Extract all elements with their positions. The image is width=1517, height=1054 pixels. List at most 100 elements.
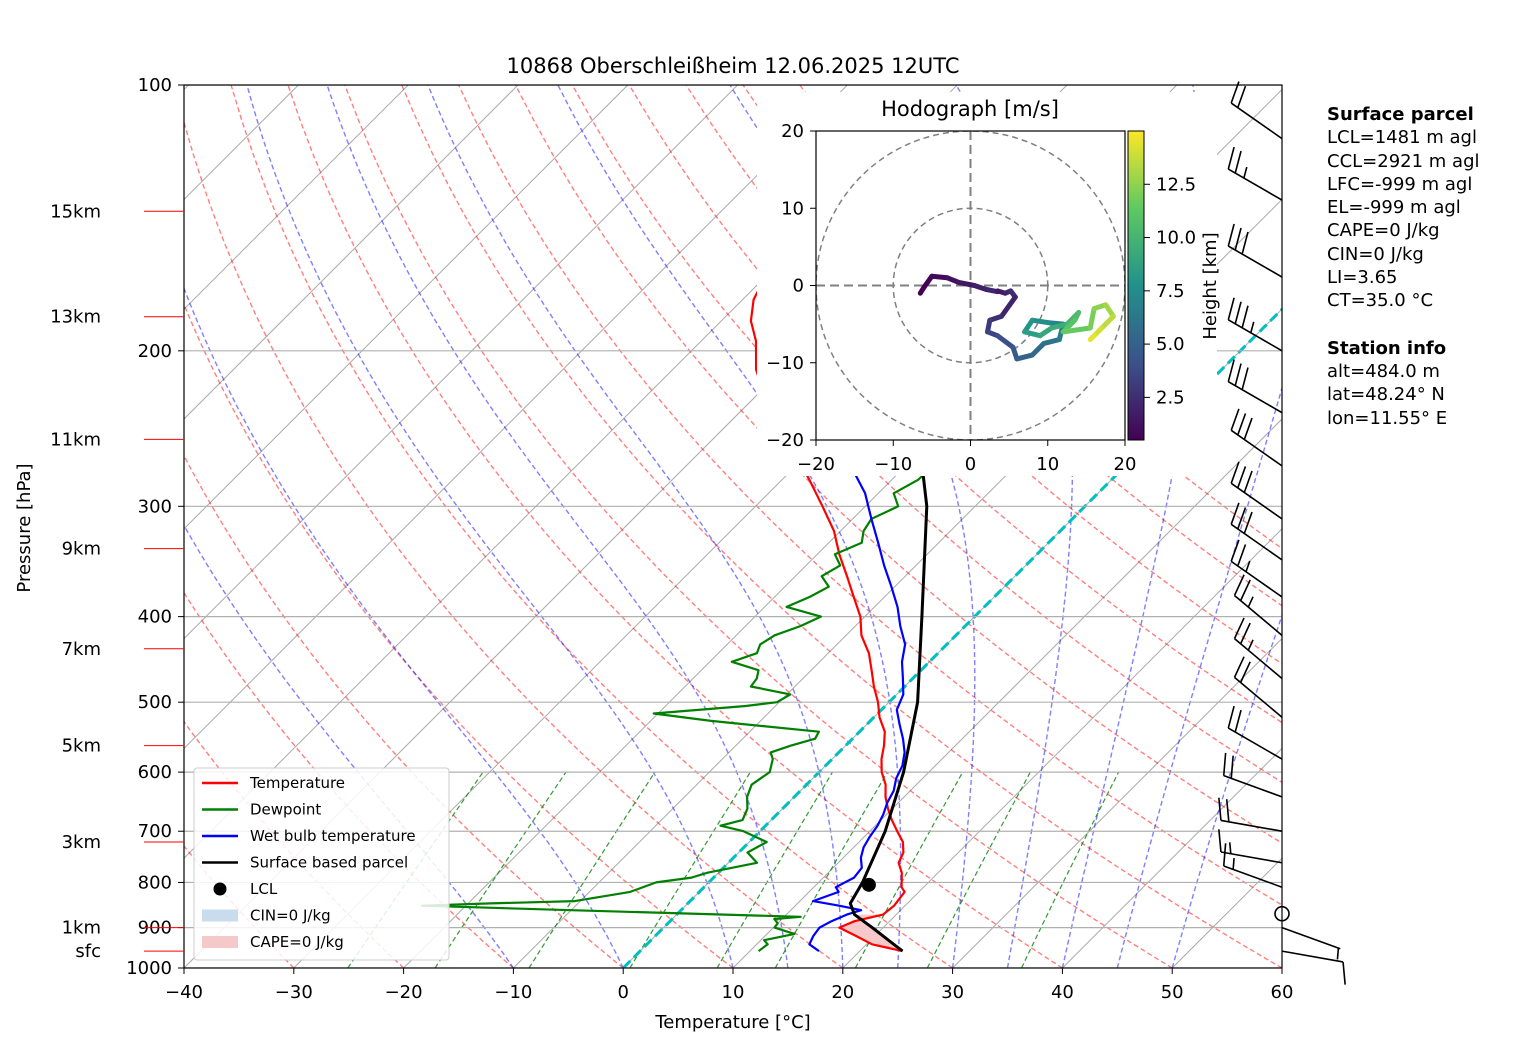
wind-barb-flag — [1225, 799, 1230, 822]
surface-parcel-heading: Surface parcel — [1327, 104, 1474, 125]
parcel-line: CCL=2921 m agl — [1327, 150, 1480, 172]
isotherm-line — [184, 85, 848, 750]
wind-barb-flag — [1237, 466, 1247, 489]
colorbar-label: Height [km] — [1200, 232, 1221, 339]
hodograph-y-tick-label: −10 — [766, 353, 804, 374]
height-label: sfc — [75, 941, 101, 962]
cape-area — [839, 914, 903, 952]
freezing-isotherm — [622, 307, 1282, 968]
wind-barb-flag — [1230, 539, 1240, 562]
hodograph-segment — [1049, 321, 1070, 331]
wind-barb-flag — [1230, 755, 1234, 779]
isotherm-line — [842, 528, 1282, 968]
wind-barb-flag — [1233, 656, 1245, 678]
wind-barb-flag — [1222, 752, 1227, 776]
wind-barb-flag — [1230, 502, 1240, 525]
x-tick-label: 20 — [831, 982, 854, 1003]
height-label: 11km — [50, 429, 101, 450]
station-info-heading: Station info — [1327, 337, 1447, 359]
wind-barb-flag — [1243, 511, 1253, 534]
wind-barb-staff — [1230, 560, 1283, 598]
hodograph-segment — [1029, 317, 1051, 326]
wind-barb-flag — [1234, 301, 1242, 325]
wind-barbs — [1218, 81, 1346, 985]
x-tick-label: 40 — [1051, 982, 1074, 1003]
x-tick-label: −40 — [165, 982, 203, 1003]
wind-barb-staff — [1227, 319, 1283, 352]
colorbar-tick-label: 7.5 — [1156, 281, 1185, 302]
cape-cin-fills — [839, 914, 903, 952]
wind-barb-flag — [1234, 363, 1242, 386]
hodograph-inset: Hodograph [m/s] −20 −10 0 10 20 −20 −10 0 10 20 2… — [757, 92, 1221, 476]
wind-barb-flag — [1227, 146, 1235, 170]
hodograph-x-tick-label: 20 — [1114, 454, 1137, 475]
height-label: 1km — [62, 918, 101, 939]
wind-barb-flag — [1233, 617, 1245, 639]
wind-barb-staff — [1233, 637, 1283, 680]
wind-barb-flag — [1230, 408, 1240, 431]
x-axis-label: Temperature [°C] — [654, 1012, 810, 1033]
hodograph-segment — [929, 273, 950, 281]
hodograph-x-tick-label: 10 — [1036, 454, 1059, 475]
wind-barb-staff — [1220, 819, 1283, 833]
wind-barb-flag — [1227, 359, 1235, 382]
wind-barb-flag — [1222, 843, 1227, 867]
wind-barb-flag — [1237, 544, 1247, 567]
legend-box — [193, 767, 450, 961]
colorbar-tick-label: 12.5 — [1156, 174, 1196, 195]
moist-adiabat — [246, 85, 734, 968]
dry-adiabat — [457, 85, 1282, 906]
wind-barb-staff — [1233, 676, 1283, 718]
wind-barb-flag — [1234, 227, 1242, 251]
x-tick-label: 60 — [1271, 982, 1294, 1003]
legend-label: CIN=0 J/kg — [250, 907, 331, 925]
wind-barb-staff — [1227, 245, 1283, 278]
height-label: 7km — [62, 639, 101, 660]
hodograph-segment — [1014, 352, 1035, 362]
wind-barb-flag — [1234, 709, 1242, 733]
hodograph-segment — [998, 294, 1018, 319]
legend-swatch — [202, 936, 238, 948]
wind-barb-flag — [1230, 461, 1240, 484]
x-tick-label: 10 — [722, 982, 745, 1003]
dry-adiabat — [230, 85, 953, 968]
dry-adiabat — [287, 85, 1063, 968]
wind-barb-flag — [1239, 622, 1251, 645]
wind-barb-staff — [1281, 950, 1344, 963]
hodograph-segment — [1087, 306, 1097, 331]
x-tick-label: 30 — [941, 982, 964, 1003]
lcl-marker — [861, 877, 876, 892]
wind-barb-staff — [1230, 523, 1283, 561]
hodograph-y-tick-label: 10 — [781, 198, 804, 219]
hodograph-x-tick-label: −20 — [797, 454, 835, 475]
dry-adiabat — [184, 454, 624, 968]
colorbar-tick-label: 2.5 — [1156, 387, 1185, 408]
wind-barb-staff — [1281, 926, 1341, 950]
station-line: lon=11.55° E — [1327, 407, 1448, 429]
dry-adiabat — [184, 302, 734, 968]
isotherm-line — [184, 85, 738, 640]
parcel-line: LFC=-999 m agl — [1327, 173, 1473, 195]
moist-adiabat — [1116, 385, 1282, 968]
wind-barb-half — [1336, 948, 1340, 960]
wind-barb-flag — [1342, 961, 1346, 985]
wind-barb-staff — [1230, 482, 1283, 520]
parcel-line: CIN=0 J/kg — [1327, 243, 1424, 265]
height-label: 13km — [50, 307, 101, 328]
wind-barb-flag — [1237, 413, 1247, 436]
y-tick-label: 500 — [138, 692, 172, 713]
wind-barb-flag — [1233, 574, 1245, 596]
y-tick-label: 1000 — [126, 958, 172, 979]
y-tick-label: 400 — [138, 607, 172, 628]
legend-label: Wet bulb temperature — [250, 827, 416, 845]
colorbar — [1127, 130, 1145, 441]
hodograph-y-tick-label: −20 — [766, 430, 804, 451]
hodograph-segment — [956, 279, 977, 288]
hodograph-x-tick-label: 0 — [965, 454, 976, 475]
wind-barb-flag — [1237, 85, 1247, 108]
mixing-ratio-line — [629, 771, 751, 968]
wind-barb-flag — [1227, 223, 1235, 247]
wind-barb-half — [1247, 596, 1254, 608]
